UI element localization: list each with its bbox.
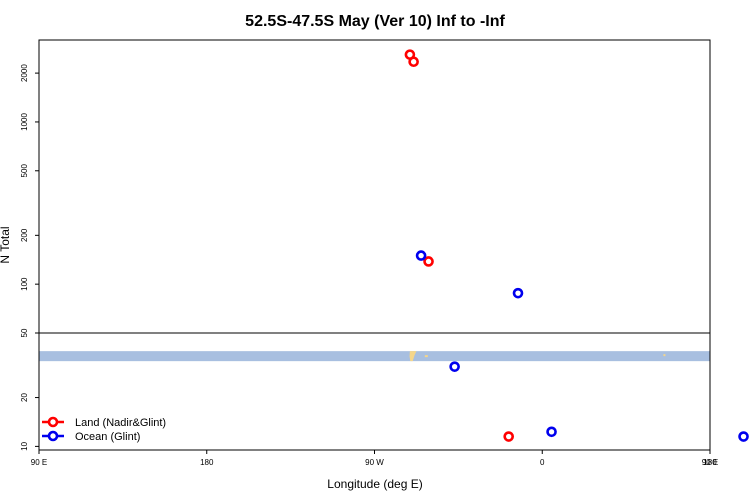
legend-label: Land (Nadir&Glint) [75,417,166,429]
y-tick-label: 20 [20,393,29,402]
chart-title: 52.5S-47.5S May (Ver 10) Inf to -Inf [245,13,505,30]
map-band-ocean [39,351,710,362]
data-point [503,431,515,442]
x-tick-label: 90 W [365,458,384,467]
data-point [423,256,434,267]
y-tick-label: 1000 [20,112,29,130]
data-point [415,250,427,261]
y-tick-label: 100 [20,277,29,291]
y-tick-label: 500 [20,164,29,178]
x-tick-label: 90 E [31,458,47,467]
map-band-land [663,354,666,357]
x-tick-label: 180 [703,458,717,467]
map-band-land [424,355,428,358]
y-tick-label: 10 [20,441,29,450]
y-tick-label: 50 [20,328,29,337]
x-tick-label: 0 [540,458,545,467]
data-point [408,56,419,68]
plot-frame [38,39,711,451]
legend: Land (Nadir&Glint) Ocean (Glint) [42,416,166,443]
data-point [449,361,460,372]
data-point [512,287,524,299]
plot-area: 90 E 180 90 W 0 90 E180102050100200500100020… [20,39,749,467]
map-band-land [409,351,417,362]
x-tick-label: 180 [200,458,214,467]
data-point [738,431,749,442]
legend-label: Ocean (Glint) [75,431,140,443]
data-point [546,426,557,438]
y-axis-label: N Total [0,226,12,263]
legend-marker [47,416,59,428]
y-tick-label: 2000 [20,64,29,82]
legend-marker [47,430,59,442]
x-tick-label: 90 E [702,458,718,467]
x-axis-label: Longitude (deg E) [327,477,422,491]
y-tick-label: 200 [20,228,29,242]
